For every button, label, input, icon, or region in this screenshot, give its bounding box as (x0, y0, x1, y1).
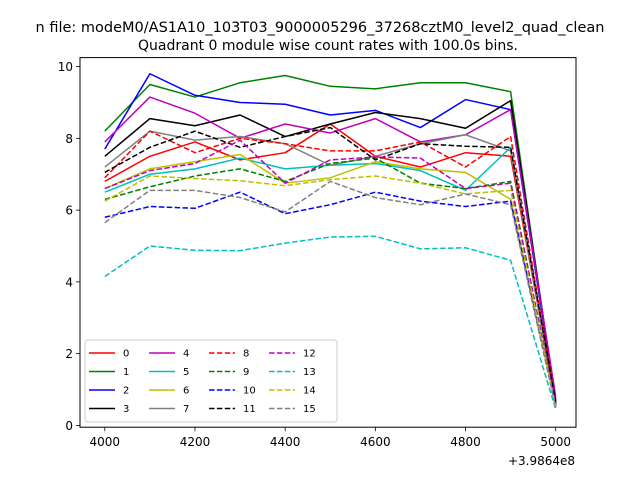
legend-label-15: 15 (303, 404, 316, 415)
y-tick-label: 8 (65, 132, 73, 146)
legend-label-12: 12 (303, 349, 316, 360)
x-offset-label: +3.9864e8 (508, 454, 575, 468)
y-axis: 0 2 4 6 8 10 (58, 60, 80, 433)
x-tick-label: 4800 (450, 435, 481, 449)
x-tick-label: 4600 (360, 435, 391, 449)
series-line-9 (104, 157, 557, 406)
series-line-14 (104, 175, 557, 408)
series-line-1 (104, 74, 557, 404)
legend-label-1: 1 (123, 367, 129, 378)
y-tick-label: 6 (65, 204, 73, 218)
chart-suptitle: n file: modeM0/AS1A10_103T03_9000005296_… (36, 20, 605, 36)
y-tick-label: 10 (58, 60, 73, 74)
legend-label-11: 11 (243, 404, 256, 415)
legend-label-10: 10 (243, 386, 256, 397)
x-tick-label: 5000 (540, 435, 571, 449)
chart-title: Quadrant 0 module wise count rates with … (138, 38, 518, 54)
series-line-3 (104, 99, 557, 401)
legend-label-8: 8 (243, 349, 249, 360)
series-line-4 (104, 96, 557, 397)
series-layer (104, 73, 557, 410)
plot-frame-border (79, 57, 577, 428)
legend-label-14: 14 (303, 386, 316, 397)
series-line-15 (104, 180, 557, 408)
legend-label-3: 3 (123, 404, 129, 415)
legend-label-0: 0 (123, 349, 129, 360)
legend-label-5: 5 (183, 367, 189, 378)
y-tick-label: 2 (65, 347, 73, 361)
legend-label-2: 2 (123, 386, 129, 397)
series-line-11 (104, 126, 557, 403)
y-tick-label: 4 (65, 275, 73, 289)
legend-label-4: 4 (183, 349, 189, 360)
series-line-6 (104, 153, 557, 406)
series-line-13 (104, 235, 557, 410)
y-tick-label: 0 (65, 419, 73, 433)
legend-label-6: 6 (183, 386, 189, 397)
legend-label-13: 13 (303, 367, 316, 378)
legend-box (84, 339, 338, 423)
legend-label-7: 7 (183, 404, 189, 415)
series-line-8 (104, 130, 557, 405)
series-line-2 (104, 73, 557, 403)
x-tick-label: 4200 (180, 435, 211, 449)
x-tick-label: 4000 (90, 435, 121, 449)
series-line-12 (104, 139, 557, 406)
x-tick-label: 4400 (270, 435, 301, 449)
legend-label-9: 9 (243, 367, 249, 378)
x-axis: 4000 4200 4400 4600 4800 5000 (90, 427, 571, 449)
series-line-10 (104, 191, 557, 405)
